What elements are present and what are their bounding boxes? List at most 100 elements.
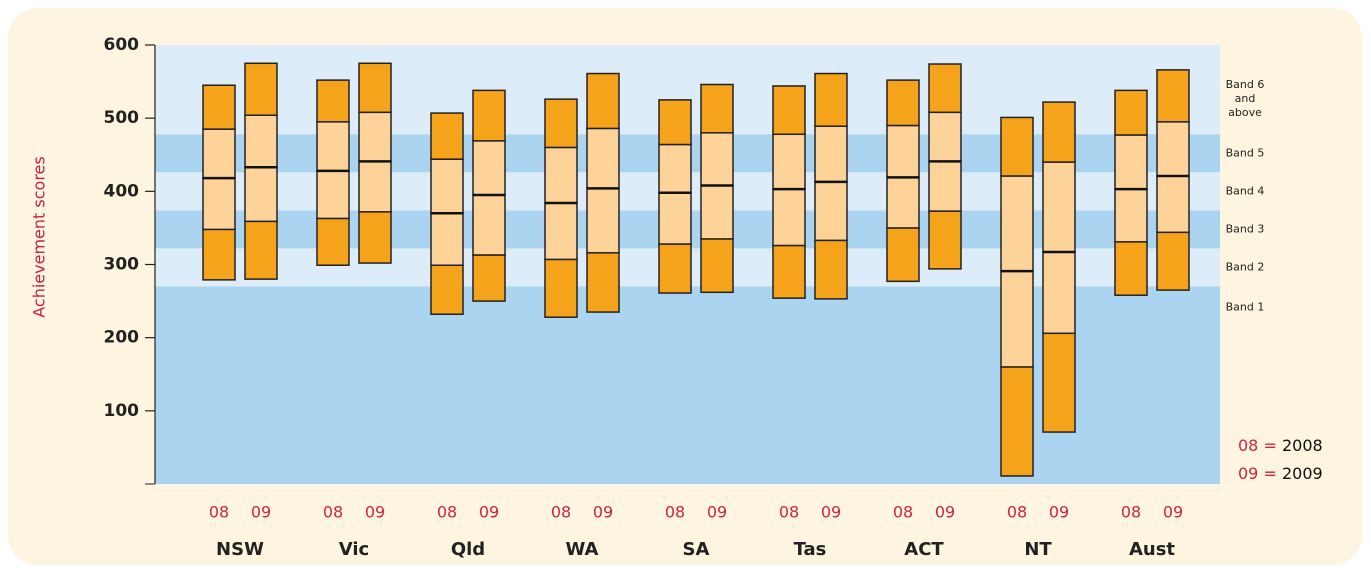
box-segment [658, 243, 692, 294]
x-tick-label: Aust [1129, 539, 1175, 560]
box-segment [358, 62, 392, 114]
box-segment [928, 160, 962, 212]
box-segment [700, 132, 734, 187]
box-segment [700, 83, 734, 134]
box-segment [814, 181, 848, 242]
box-segment [586, 127, 620, 190]
legend-label: 2008 [1282, 436, 1323, 455]
y-tick-label: 600 [104, 35, 140, 55]
box-segment [472, 194, 506, 256]
series-label: 08 [551, 503, 571, 522]
box-segment [1156, 121, 1190, 177]
legend-code: 09 [1238, 464, 1258, 483]
box-segment [1042, 101, 1076, 163]
series-label: 09 [365, 503, 385, 522]
box-segment [544, 258, 578, 318]
box-segment [316, 121, 350, 172]
series-label: 08 [437, 503, 457, 522]
band-label: Band 1 [1226, 300, 1265, 313]
box-segment [1000, 366, 1034, 477]
box-segment [772, 85, 806, 136]
box-segment [886, 124, 920, 179]
box-segment [772, 244, 806, 299]
legend-entry: 09 = 2009 [1238, 464, 1323, 483]
box-segment [886, 227, 920, 283]
series-label: 08 [893, 503, 913, 522]
box-segment [814, 125, 848, 183]
x-tick-label: Qld [451, 539, 485, 560]
series-label: 09 [1049, 503, 1069, 522]
box-segment [316, 170, 350, 220]
y-tick-label: 400 [104, 181, 140, 201]
y-axis-label: Achievement scores [30, 156, 49, 317]
x-tick-label: WA [566, 539, 599, 560]
x-tick-label: Tas [794, 539, 827, 560]
box-segment [586, 252, 620, 313]
series-label: 09 [821, 503, 841, 522]
box-segment [358, 211, 392, 264]
band-label: Band 6 [1226, 78, 1265, 91]
band-label: Band 4 [1226, 184, 1265, 197]
box-segment [1000, 116, 1034, 177]
box-segment [1114, 241, 1148, 296]
box-segment [772, 133, 806, 190]
series-label: 09 [251, 503, 271, 522]
series-label: 08 [1007, 503, 1027, 522]
box-segment [1114, 134, 1148, 190]
legend-sep: = [1263, 464, 1276, 483]
x-tick-label: NT [1024, 539, 1052, 560]
series-label: 08 [1121, 503, 1141, 522]
legend-code: 08 [1238, 436, 1258, 455]
box-segment [886, 176, 920, 229]
box-segment [202, 228, 236, 281]
box-segment [544, 146, 578, 204]
x-tick-label: ACT [904, 539, 944, 560]
series-label: 08 [665, 503, 685, 522]
box-segment [658, 99, 692, 146]
box-segment [1000, 270, 1034, 368]
box-segment [430, 264, 464, 316]
x-tick-label: Vic [339, 539, 369, 560]
series-label: 09 [935, 503, 955, 522]
box-segment [886, 79, 920, 127]
box-segment [586, 72, 620, 130]
box-segment [244, 114, 278, 168]
box-segment [544, 98, 578, 149]
series-label: 08 [209, 503, 229, 522]
box-segment [244, 62, 278, 116]
y-tick-label: 300 [104, 255, 140, 275]
band-label: above [1228, 106, 1262, 119]
box-segment [1042, 251, 1076, 335]
band-label: Band 2 [1226, 260, 1265, 273]
box-segment [700, 184, 734, 240]
box-segment [928, 111, 962, 163]
legend-entry: 08 = 2008 [1238, 436, 1323, 455]
legend-sep: = [1263, 436, 1276, 455]
series-label: 08 [323, 503, 343, 522]
box-segment [1042, 332, 1076, 433]
box-segment [1156, 175, 1190, 234]
y-tick-label: 200 [104, 328, 140, 348]
y-tick-label: 500 [104, 108, 140, 128]
box-segment [814, 239, 848, 300]
box-segment [1114, 188, 1148, 243]
box-segment [586, 187, 620, 254]
series-label: 09 [1163, 503, 1183, 522]
box-segment [316, 79, 350, 123]
series-label: 08 [779, 503, 799, 522]
box-segment [658, 143, 692, 194]
box-segment [316, 217, 350, 266]
box-segment [544, 202, 578, 261]
box-segment [1114, 89, 1148, 136]
box-segment [658, 192, 692, 245]
box-segment [814, 72, 848, 127]
x-tick-label: NSW [216, 539, 264, 560]
series-label: 09 [479, 503, 499, 522]
box-segment [700, 238, 734, 294]
box-segment [928, 210, 962, 270]
box-segment [244, 220, 278, 280]
box-segment [244, 166, 278, 223]
band-label: Band 3 [1226, 222, 1265, 235]
